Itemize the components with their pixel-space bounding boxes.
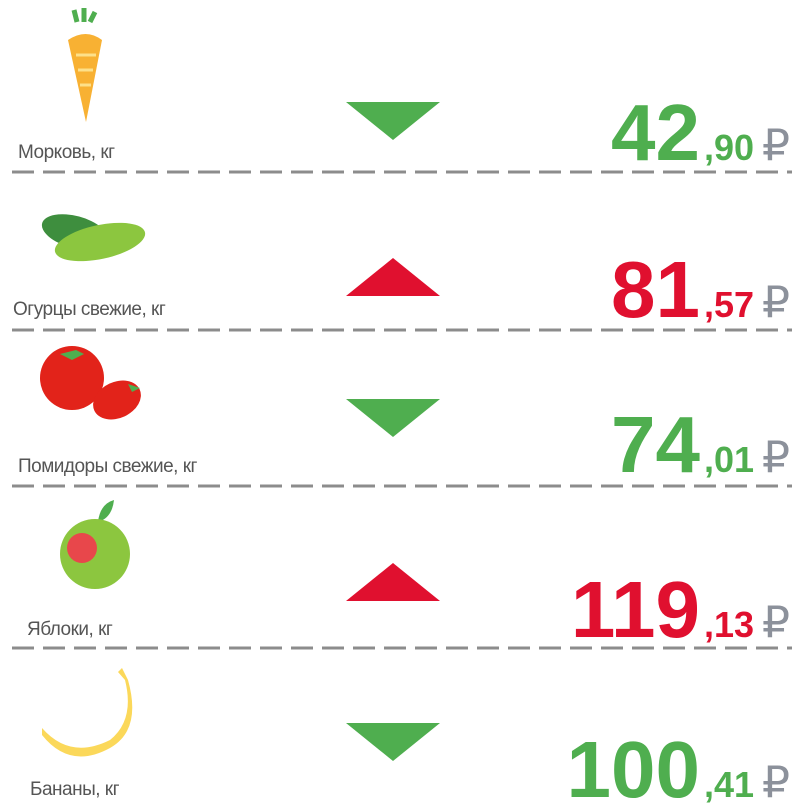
currency: ₽ [762, 597, 790, 648]
item-label: Огурцы свежие, кг [13, 299, 166, 320]
price: 100,41 ₽ [566, 725, 790, 804]
trend-arrow [346, 399, 440, 437]
price: 81,57 ₽ [611, 245, 790, 334]
item-label: Морковь, кг [18, 142, 115, 163]
apple-icon [60, 500, 130, 589]
price-fraction: ,01 [704, 439, 754, 480]
item-label: Бананы, кг [30, 779, 120, 800]
trend-arrow [346, 723, 440, 761]
item-label: Помидоры свежие, кг [18, 456, 198, 477]
price-integer: 74 [611, 400, 700, 489]
price-fraction: ,57 [704, 284, 754, 325]
price-fraction: ,41 [704, 764, 754, 804]
tomato-icon [40, 346, 141, 420]
price-fraction: ,13 [704, 604, 754, 645]
cucumber-icon [41, 214, 146, 262]
price: 119,13 ₽ [571, 565, 790, 654]
currency: ₽ [762, 120, 790, 171]
price-integer: 100 [566, 725, 699, 804]
price-integer: 119 [571, 565, 700, 654]
carrot-icon [68, 8, 102, 122]
price: 74,01 ₽ [611, 400, 790, 489]
trend-arrow [346, 102, 440, 140]
price: 42,90 ₽ [611, 88, 790, 177]
price-integer: 81 [611, 245, 700, 334]
currency: ₽ [762, 757, 790, 804]
item-label: Яблоки, кг [27, 619, 113, 640]
trend-arrow [346, 258, 440, 296]
banana-icon [42, 668, 133, 757]
trend-arrow [346, 563, 440, 601]
currency: ₽ [762, 432, 790, 483]
currency: ₽ [762, 277, 790, 328]
price-fraction: ,90 [704, 127, 754, 168]
price-integer: 42 [611, 88, 700, 177]
